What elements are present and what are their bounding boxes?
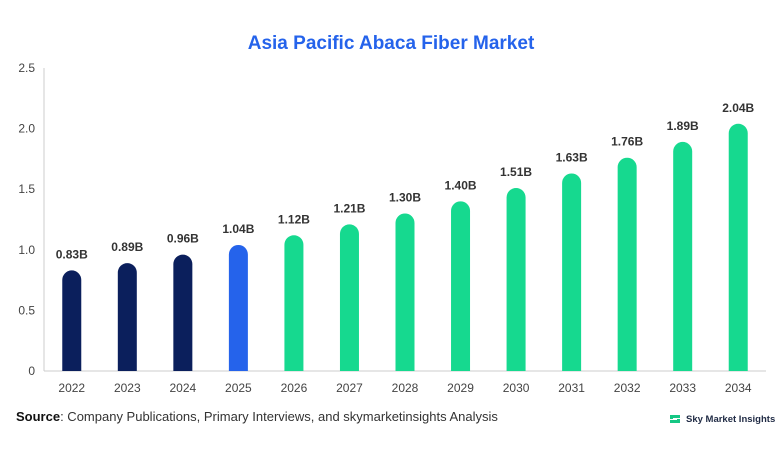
bar-2030	[506, 187, 526, 371]
source-label: Source	[16, 409, 61, 424]
bar-2034	[728, 123, 748, 371]
data-label-2026: 1.12B	[278, 212, 310, 226]
data-label-2028: 1.30B	[389, 190, 421, 204]
bar-2024	[173, 254, 193, 371]
x-tick-label: 2032	[614, 381, 641, 395]
bar-2023	[117, 263, 137, 371]
x-tick-label: 2026	[281, 381, 308, 395]
y-tick-label: 2.5	[18, 61, 35, 75]
brand-icon	[670, 415, 680, 423]
bar-2032	[617, 157, 637, 371]
y-tick-label: 1.0	[18, 243, 35, 257]
x-tick-label: 2029	[447, 381, 474, 395]
data-label-2031: 1.63B	[556, 150, 588, 164]
x-tick-label: 2025	[225, 381, 252, 395]
x-tick-label: 2027	[336, 381, 363, 395]
bar-2022	[62, 270, 82, 371]
x-tick-label: 2030	[503, 381, 530, 395]
y-tick-label: 1.5	[18, 182, 35, 196]
data-label-2034: 2.04B	[722, 101, 754, 115]
x-tick-label: 2033	[669, 381, 696, 395]
data-label-2023: 0.89B	[111, 240, 143, 254]
data-label-2027: 1.21B	[333, 201, 365, 215]
bar-2026	[284, 235, 304, 371]
data-label-2025: 1.04B	[222, 222, 254, 236]
x-tick-label: 2024	[169, 381, 196, 395]
brand-logo: Sky Market Insights	[668, 412, 775, 426]
data-label-2029: 1.40B	[445, 178, 477, 192]
source-text: : Company Publications, Primary Intervie…	[60, 409, 498, 424]
bar-2025	[228, 244, 248, 371]
bar-2033	[673, 141, 693, 371]
x-tick-label: 2023	[114, 381, 141, 395]
x-tick-label: 2022	[58, 381, 85, 395]
data-label-2032: 1.76B	[611, 135, 643, 149]
chart-title: Asia Pacific Abaca Fiber Market	[247, 33, 535, 54]
bar-2031	[562, 173, 582, 371]
x-tick-label: 2034	[725, 381, 752, 395]
brand-name: Sky Market Insights	[686, 413, 776, 425]
y-tick-label: 2.0	[18, 122, 35, 136]
source-note: Source: Company Publications, Primary In…	[16, 409, 498, 424]
data-label-2033: 1.89B	[667, 119, 699, 133]
bar-2028	[395, 213, 415, 371]
y-tick-label: 0.5	[18, 303, 35, 317]
y-tick-label: 0	[28, 364, 35, 378]
data-label-2030: 1.51B	[500, 165, 532, 179]
bar-2027	[339, 224, 359, 371]
data-label-2024: 0.96B	[167, 232, 199, 246]
x-tick-label: 2031	[558, 381, 585, 395]
bar-2029	[451, 201, 471, 371]
x-tick-label: 2028	[392, 381, 419, 395]
data-label-2022: 0.83B	[56, 247, 88, 261]
